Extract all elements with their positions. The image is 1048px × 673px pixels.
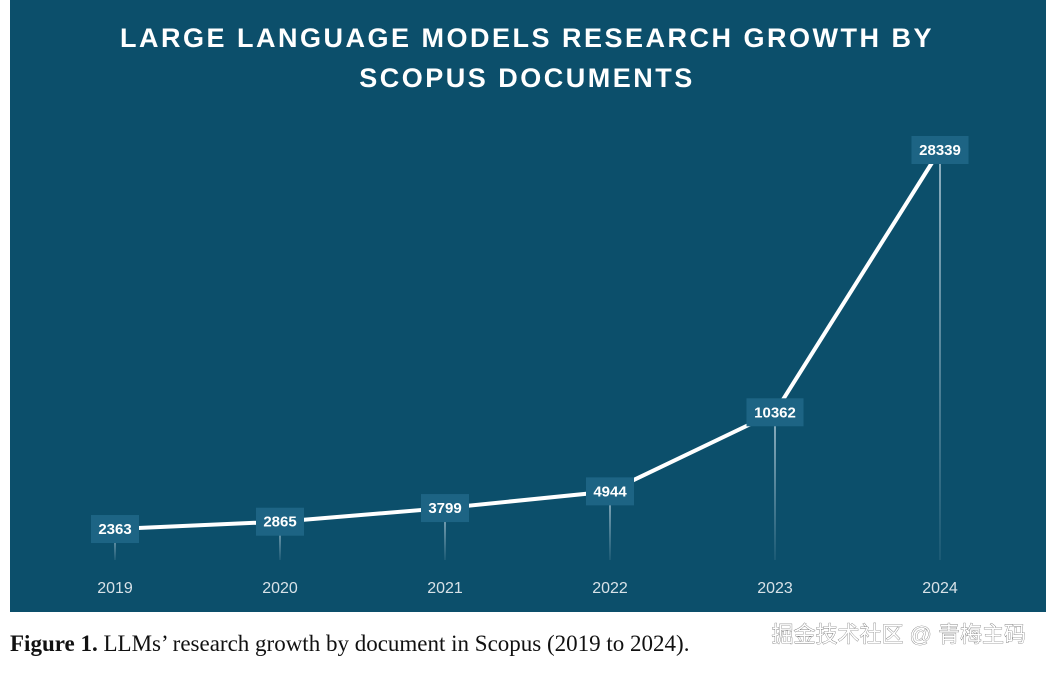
x-tick-label: 2019 <box>97 580 133 597</box>
value-label: 2865 <box>263 514 296 531</box>
chart-title: SCOPUS DOCUMENTS <box>359 63 695 93</box>
value-label-box <box>421 494 469 523</box>
drop-line <box>939 150 941 560</box>
chart-title: LARGE LANGUAGE MODELS RESEARCH GROWTH BY <box>120 23 934 53</box>
drop-line <box>114 529 116 560</box>
value-label-box <box>256 507 304 536</box>
drop-line <box>609 491 611 560</box>
drop-line <box>774 412 776 560</box>
caption-label: Figure 1. <box>10 631 98 656</box>
value-label: 2363 <box>98 521 131 538</box>
value-label-box <box>91 515 139 544</box>
chart-background <box>10 0 1046 612</box>
x-tick-label: 2023 <box>757 580 793 597</box>
value-label-box <box>586 477 634 506</box>
value-label-box <box>911 136 969 164</box>
x-tick-label: 2022 <box>592 580 628 597</box>
line <box>114 148 942 532</box>
value-label: 4944 <box>593 483 627 500</box>
value-label-box <box>746 398 804 427</box>
value-label: 10362 <box>754 404 796 421</box>
drop-line <box>444 508 446 560</box>
x-tick-label: 2024 <box>922 580 958 597</box>
caption: Figure 1. LLMs’ research growth by docum… <box>10 631 689 656</box>
caption-text: LLMs’ research growth by document in Sco… <box>103 631 689 656</box>
x-tick-label: 2021 <box>427 580 463 597</box>
value-label: 28339 <box>919 142 961 159</box>
watermark: 掘金技术社区 @ 青梅主码 <box>771 622 1026 647</box>
drop-line <box>279 521 281 560</box>
value-label: 3799 <box>428 500 461 517</box>
x-tick-label: 2020 <box>262 580 298 597</box>
